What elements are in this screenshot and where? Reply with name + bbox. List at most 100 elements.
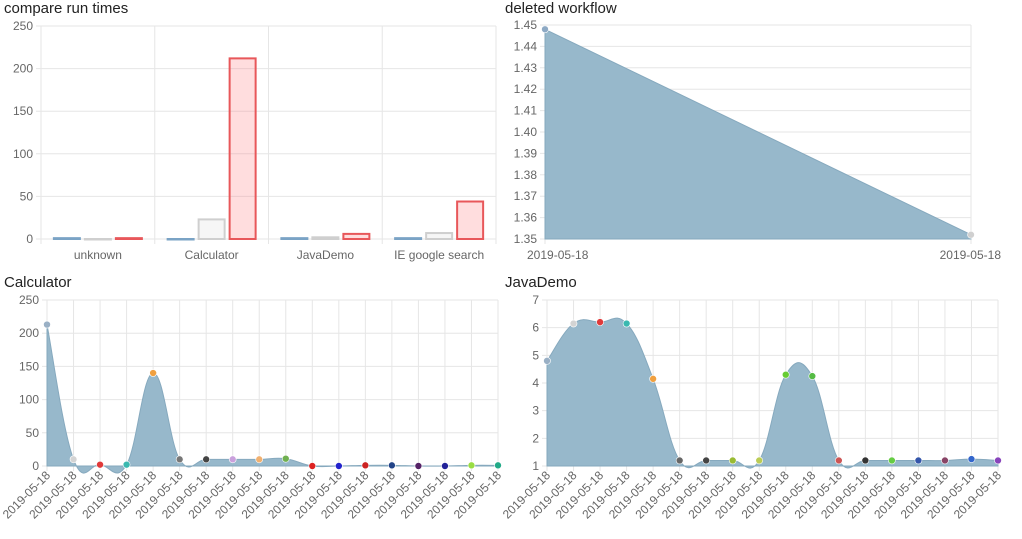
data-point [494, 461, 502, 470]
chart-compare-run-times: compare run times 0 50 100 150 200 250 unknown… [4, 0, 500, 270]
data-point [861, 456, 870, 465]
y-tick-label: 1.39 [514, 146, 538, 160]
data-point [149, 369, 157, 377]
data-point [967, 455, 976, 463]
chart-javademo: JavaDemo 1 2 3 4 5 6 7 2019-05-18 2019-05-18 2019… [500, 274, 1015, 536]
bar [311, 236, 340, 241]
y-tick-label: 3 [532, 404, 539, 418]
y-tick-label: 1.40 [514, 125, 538, 139]
y-tick-label: 1.44 [514, 39, 538, 53]
data-point [467, 461, 476, 470]
y-tick-label: 4 [532, 376, 539, 390]
data-point [43, 320, 51, 329]
data-point [728, 456, 737, 465]
data-point [755, 456, 764, 465]
data-point [96, 460, 104, 469]
y-tick-label: 1.42 [514, 82, 538, 96]
data-point [308, 462, 317, 470]
data-point [335, 462, 343, 470]
y-tick-label: 250 [13, 19, 33, 33]
data-point [967, 230, 975, 239]
chart-title: JavaDemo [505, 274, 577, 291]
y-tick-label: 5 [532, 348, 539, 362]
y-tick-label: 1.41 [514, 104, 538, 118]
data-point [541, 25, 549, 34]
y-tick-label: 7 [532, 293, 539, 307]
x-tick-label: 2019-05-18 [527, 248, 589, 262]
y-tick-label: 1.43 [514, 61, 538, 75]
data-point [941, 456, 949, 465]
area-chart: 0501001502002502019-05-182019-05-182019-… [0, 293, 504, 522]
data-point [914, 456, 923, 465]
data-point [69, 455, 78, 464]
data-point [649, 375, 657, 383]
data-point [202, 455, 210, 464]
data-point [281, 454, 290, 463]
y-tick-label: 2 [532, 431, 539, 445]
bar [114, 237, 143, 240]
y-tick-label: 6 [532, 321, 539, 335]
y-tick-label: 1.35 [514, 232, 538, 246]
y-tick-label: 50 [26, 426, 40, 440]
area-fill [546, 317, 999, 469]
data-point [808, 372, 817, 380]
bar [456, 200, 485, 240]
y-tick-label: 150 [13, 104, 33, 118]
bar [83, 238, 112, 241]
bar [342, 232, 371, 241]
area-chart: 12345672019-05-182019-05-182019-05-18201… [500, 293, 1005, 522]
data-point [569, 319, 578, 328]
y-tick-label: 50 [20, 189, 34, 203]
data-point [781, 370, 790, 379]
bar [394, 237, 423, 240]
data-point [441, 462, 449, 470]
data-point [228, 455, 237, 464]
data-point [994, 456, 1002, 465]
bar [166, 238, 195, 241]
data-point [702, 456, 710, 465]
area-fill [544, 28, 972, 240]
bar [280, 237, 309, 240]
chart-title: deleted workflow [505, 0, 617, 17]
y-tick-label: 100 [13, 147, 33, 161]
area-fill [46, 324, 499, 474]
y-tick-label: 200 [19, 326, 39, 340]
data-point [361, 461, 370, 470]
data-point [543, 357, 551, 365]
x-tick-label: unknown [74, 248, 122, 262]
y-tick-label: 1.36 [514, 211, 538, 225]
x-tick-label: Calculator [185, 248, 239, 262]
data-point [675, 456, 684, 465]
chart-deleted-workflow: deleted workflow 1.35 1.36 1.37 1.38 1.39 1.4… [505, 0, 1015, 270]
chart-calculator: Calculator 0 50 100 150 200 250 2019-05-18 2019… [0, 274, 504, 536]
x-tick-label: IE google search [394, 248, 484, 262]
x-tick-label: 2019-05-18 [940, 248, 1002, 262]
chart-title: Calculator [4, 274, 72, 291]
data-point [835, 456, 843, 465]
data-point [596, 318, 604, 326]
chart-title: compare run times [4, 0, 129, 17]
area-chart: 1.35 1.36 1.37 1.38 1.39 1.40 1.41 1.42 1.43 1.44… [514, 18, 1002, 262]
data-point [414, 462, 423, 470]
bar [228, 57, 257, 240]
y-tick-label: 1.38 [514, 168, 538, 182]
data-point [888, 456, 896, 465]
y-tick-label: 1 [532, 459, 539, 473]
x-tick-label: JavaDemo [297, 248, 355, 262]
data-point [622, 319, 631, 328]
y-tick-label: 200 [13, 62, 33, 76]
data-point [175, 455, 184, 464]
y-tick-label: 1.37 [514, 189, 538, 203]
data-point [388, 461, 396, 470]
bar [52, 237, 81, 240]
y-tick-label: 0 [26, 232, 33, 246]
y-tick-label: 1.45 [514, 18, 538, 32]
y-tick-label: 0 [32, 459, 39, 473]
bar [197, 218, 226, 241]
data-point [255, 455, 264, 464]
y-tick-label: 100 [19, 393, 39, 407]
y-tick-label: 250 [19, 293, 39, 307]
bar-chart: 0 50 100 150 200 250 unknown Calculator JavaDemo… [13, 19, 497, 262]
data-point [122, 460, 131, 469]
y-tick-label: 150 [19, 359, 39, 373]
